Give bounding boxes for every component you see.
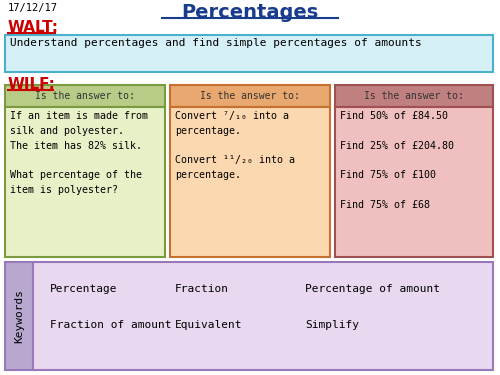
- FancyBboxPatch shape: [5, 85, 165, 107]
- Text: WALT:: WALT:: [8, 20, 59, 35]
- FancyBboxPatch shape: [335, 107, 493, 257]
- Text: Convert ⁷/₁₀ into a
percentage.

Convert ¹¹/₂₀ into a
percentage.: Convert ⁷/₁₀ into a percentage. Convert …: [175, 111, 295, 180]
- Text: Equivalent: Equivalent: [175, 320, 242, 330]
- Text: If an item is made from
silk and polyester.
The item has 82% silk.

What percent: If an item is made from silk and polyest…: [10, 111, 148, 195]
- Text: Understand percentages and find simple percentages of amounts: Understand percentages and find simple p…: [10, 38, 422, 48]
- Text: Percentages: Percentages: [182, 3, 318, 22]
- Text: WILF:: WILF:: [8, 77, 56, 92]
- Text: Percentage: Percentage: [50, 284, 117, 294]
- FancyBboxPatch shape: [5, 262, 33, 370]
- Text: 17/12/17: 17/12/17: [8, 3, 58, 13]
- FancyBboxPatch shape: [170, 107, 330, 257]
- Text: Find 50% of £84.50

Find 25% of £204.80

Find 75% of £100

Find 75% of £68: Find 50% of £84.50 Find 25% of £204.80 F…: [340, 111, 454, 210]
- Text: Is the answer to:: Is the answer to:: [364, 91, 464, 101]
- Text: Percentage of amount: Percentage of amount: [305, 284, 440, 294]
- Text: Fraction: Fraction: [175, 284, 229, 294]
- FancyBboxPatch shape: [33, 262, 493, 370]
- FancyBboxPatch shape: [170, 85, 330, 107]
- FancyBboxPatch shape: [335, 85, 493, 107]
- Text: Keywords: Keywords: [14, 289, 24, 343]
- Text: Is the answer to:: Is the answer to:: [35, 91, 135, 101]
- Text: Fraction of amount: Fraction of amount: [50, 320, 172, 330]
- Text: Is the answer to:: Is the answer to:: [200, 91, 300, 101]
- FancyBboxPatch shape: [5, 35, 493, 72]
- FancyBboxPatch shape: [5, 107, 165, 257]
- Text: Simplify: Simplify: [305, 320, 359, 330]
